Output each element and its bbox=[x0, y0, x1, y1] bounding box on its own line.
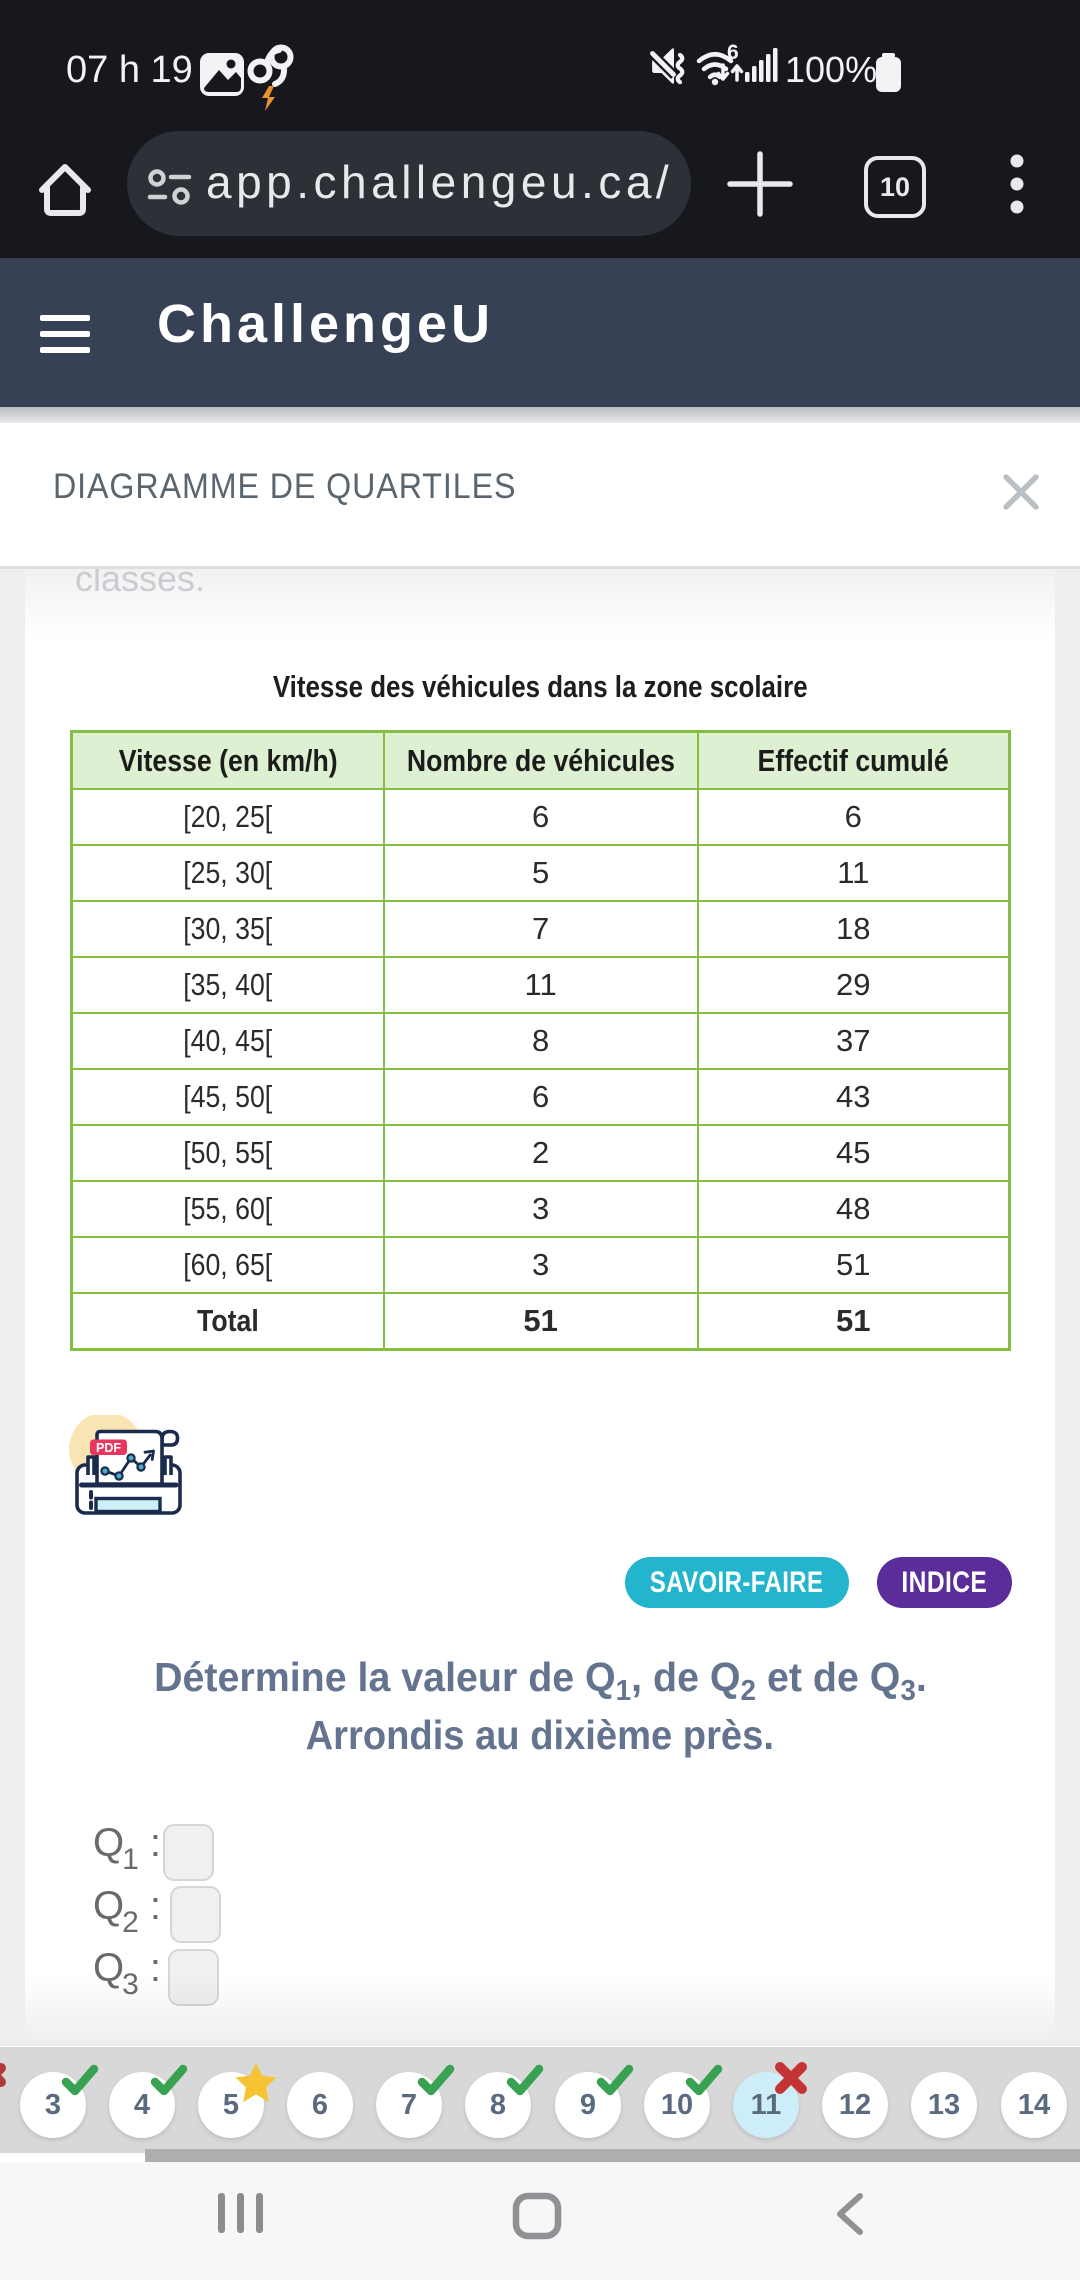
svg-text:PDF: PDF bbox=[96, 1441, 121, 1455]
svg-text:6: 6 bbox=[727, 41, 739, 64]
